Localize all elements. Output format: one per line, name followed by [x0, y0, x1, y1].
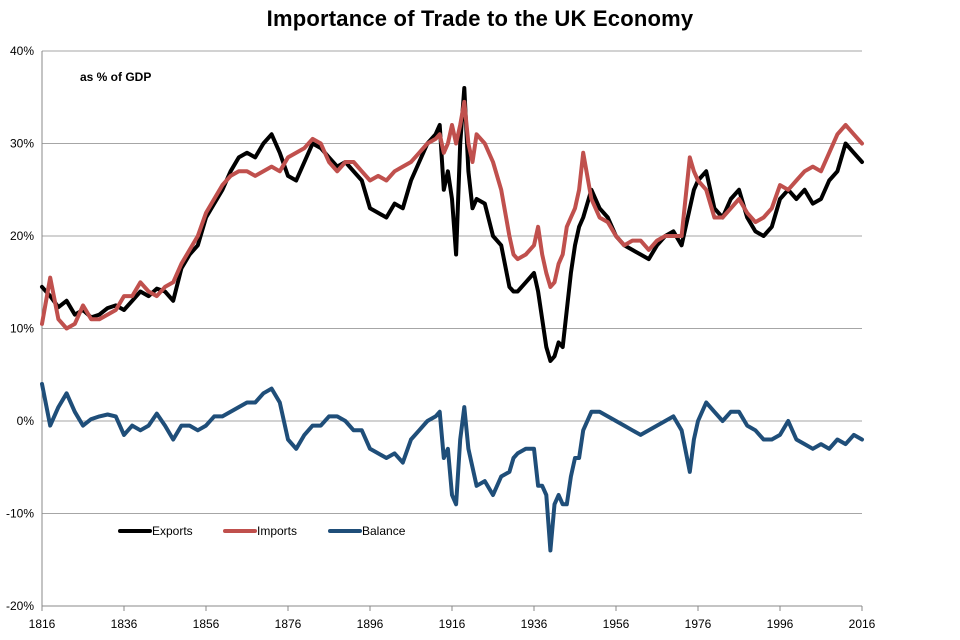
y-tick-label: 40% — [10, 44, 34, 58]
y-tick-label: 0% — [17, 414, 35, 428]
y-tick-label: 20% — [10, 229, 34, 243]
x-tick-label: 1816 — [29, 617, 56, 631]
units-annotation: as % of GDP — [80, 70, 151, 84]
y-tick-label: 10% — [10, 322, 34, 336]
chart-title: Importance of Trade to the UK Economy — [266, 6, 694, 31]
x-tick-label: 1976 — [685, 617, 712, 631]
x-tick-label: 2016 — [849, 617, 876, 631]
legend-label-imports: Imports — [257, 524, 297, 538]
gridlines — [42, 50, 862, 607]
x-tick-label: 1896 — [357, 617, 384, 631]
x-tick-label: 1916 — [439, 617, 466, 631]
x-tick-label: 1856 — [193, 617, 220, 631]
x-tick-label: 1876 — [275, 617, 302, 631]
series-layer — [40, 86, 864, 553]
series-line-balance — [40, 382, 864, 553]
x-tick-label: 1836 — [111, 617, 138, 631]
y-axis-ticks: -20% -10% 0% 10% 20% 30% 40% — [6, 44, 34, 613]
series-line-exports — [40, 86, 864, 363]
y-tick-label: 30% — [10, 137, 34, 151]
legend: Exports Imports Balance — [118, 524, 406, 538]
x-axis-ticks: 1816 1836 1856 1876 1896 1916 1936 1956 1976 1996… — [29, 606, 876, 631]
y-tick-label: -10% — [6, 507, 34, 521]
x-tick-label: 1936 — [521, 617, 548, 631]
x-tick-label: 1996 — [767, 617, 794, 631]
x-tick-label: 1956 — [603, 617, 630, 631]
legend-label-balance: Balance — [362, 524, 406, 538]
y-tick-label: -20% — [6, 599, 34, 613]
legend-label-exports: Exports — [152, 524, 193, 538]
series-line-imports — [40, 99, 864, 331]
